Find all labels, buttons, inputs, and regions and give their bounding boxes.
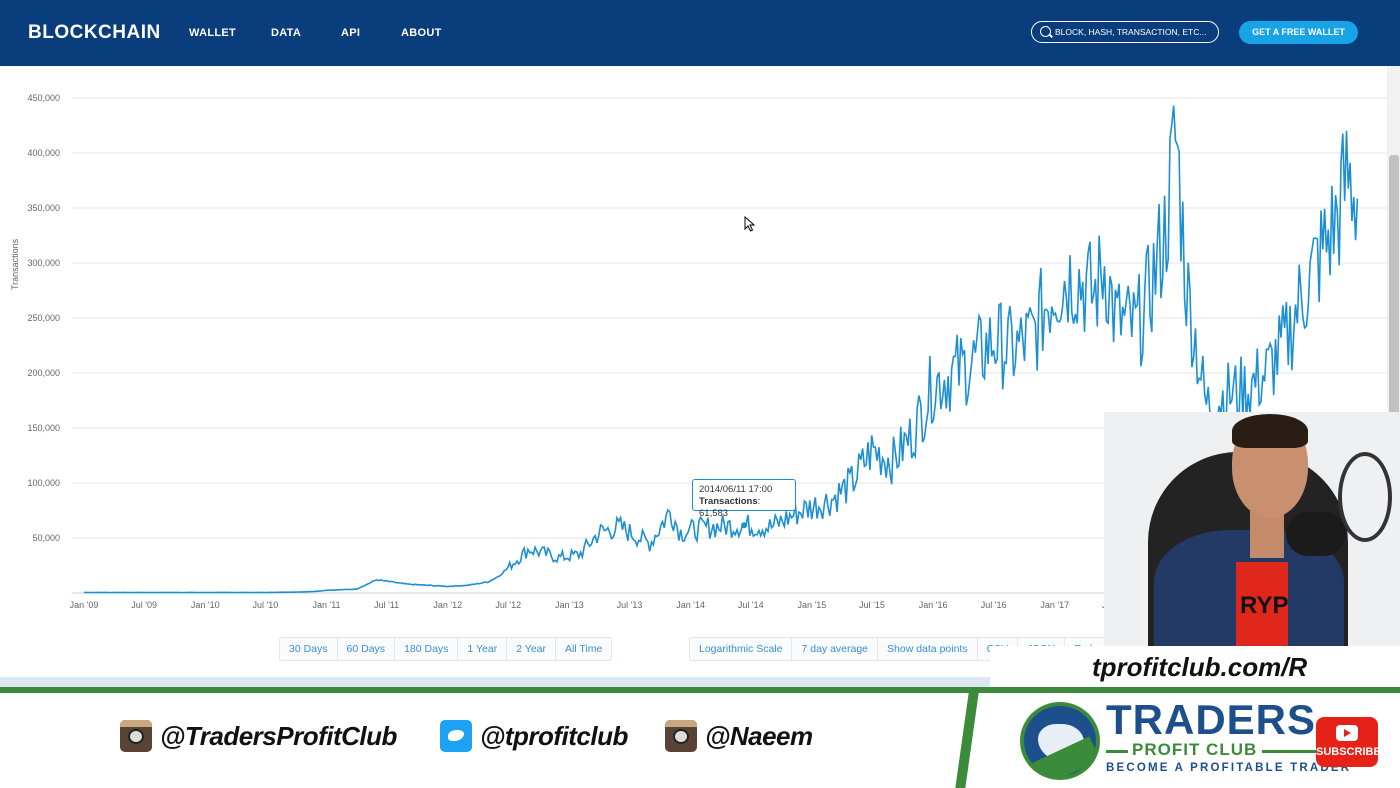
social-handle: @tprofitclub (480, 720, 628, 751)
tooltip-date: 2014/06/11 17:00 (699, 484, 773, 495)
instagram-icon (120, 720, 152, 752)
bull-emblem-icon (1020, 702, 1100, 780)
range-1-year-button[interactable]: 1 Year (458, 638, 508, 660)
range-all-time-button[interactable]: All Time (565, 643, 603, 655)
x-tick-label: Jul '14 (738, 600, 764, 610)
presenter-hair (1232, 414, 1308, 448)
x-tick-label: Jul '13 (617, 600, 643, 610)
nav-link-wallet[interactable]: WALLET (189, 27, 237, 39)
nav-link-data[interactable]: DATA (271, 27, 302, 39)
y-tick-label: 250,000 (27, 313, 60, 323)
webcam-overlay: RYP (1104, 412, 1400, 646)
tooltip-value: 61,583 (699, 508, 729, 519)
range-60-days-button[interactable]: 60 Days (338, 638, 396, 660)
x-tick-label: Jan '15 (798, 600, 827, 610)
logo-subtitle: PROFIT CLUB (1132, 740, 1258, 759)
tooltip-label: Transactions (699, 496, 758, 507)
x-tick-label: Jan '10 (191, 600, 220, 610)
youtube-play-icon (1336, 725, 1358, 741)
x-tick-label: Jul '11 (374, 600, 399, 610)
y-tick-label: 300,000 (27, 258, 60, 268)
mic-arm (1338, 452, 1392, 542)
overlay-url: tprofitclub.com/R (1092, 652, 1308, 682)
logo-rule-right (1262, 750, 1322, 753)
x-tick-label: Jan '16 (919, 600, 948, 610)
logo-title: TRADERS (1106, 696, 1317, 743)
social-instagram-naeem: @Naeem (665, 718, 813, 754)
top-navbar: BLOCKCHAIN WALLET DATA API ABOUT BLOCK, … (0, 0, 1400, 66)
y-axis-label: Transactions (10, 238, 20, 290)
x-tick-label: Jul '10 (253, 600, 279, 610)
logarithmic-scale-button[interactable]: Logarithmic Scale (690, 638, 793, 660)
y-axis-ticks: 50,000 100,000 150,000 200,000 250,000 300,00… (27, 93, 60, 543)
social-banner (0, 693, 1400, 788)
y-tick-label: 150,000 (27, 423, 60, 433)
subscribe-label: SUBSCRIBE (1316, 746, 1381, 758)
range-2-year-button[interactable]: 2 Year (507, 638, 557, 660)
brand-logo[interactable]: BLOCKCHAIN (28, 22, 161, 43)
scrollbar-thumb[interactable] (1389, 155, 1399, 655)
youtube-subscribe-badge: SUBSCRIBE (1316, 717, 1381, 767)
instagram-icon (665, 720, 697, 752)
social-handle: @Naeem (705, 720, 813, 751)
x-tick-label: Jan '17 (1040, 600, 1069, 610)
logo-tagline: BECOME A PROFITABLE TRADER (1106, 762, 1352, 774)
url-bar (990, 646, 1400, 687)
x-tick-label: Jul '15 (859, 600, 885, 610)
y-tick-label: 100,000 (27, 478, 60, 488)
microphone-icon (1286, 512, 1346, 556)
social-twitter: @tprofitclub (440, 718, 628, 754)
series-line (83, 105, 1359, 594)
social-handle: @TradersProfitClub (160, 720, 397, 751)
mouse-cursor-icon (744, 216, 756, 232)
get-free-wallet-button[interactable]: GET A FREE WALLET (1239, 21, 1358, 44)
banner-stripe-green (0, 687, 1400, 693)
search-icon (1040, 26, 1051, 37)
nav-link-about[interactable]: ABOUT (401, 27, 442, 39)
time-range-buttons: 30 Days 60 Days 180 Days 1 Year 2 Year A… (279, 637, 613, 661)
nav-link-api[interactable]: API (341, 27, 361, 39)
y-tick-label: 400,000 (27, 148, 60, 158)
chart-tooltip: 2014/06/11 17:00 Transactions: 61,583 (692, 479, 796, 519)
x-tick-label: Jan '11 (312, 600, 340, 610)
x-tick-label: Jan '09 (70, 600, 99, 610)
y-tick-label: 200,000 (27, 368, 60, 378)
x-tick-label: Jul '09 (131, 600, 157, 610)
y-tick-label: 50,000 (32, 533, 60, 543)
x-tick-label: Jul '16 (981, 600, 1007, 610)
show-data-points-button[interactable]: Show data points (878, 638, 978, 660)
logo-rule-left (1106, 750, 1128, 753)
search-input[interactable]: BLOCK, HASH, TRANSACTION, ETC... (1031, 21, 1219, 43)
banner-stripe-blue (0, 677, 990, 687)
shirt-print: RYP (1240, 592, 1289, 619)
x-tick-label: Jan '14 (676, 600, 705, 610)
search-placeholder: BLOCK, HASH, TRANSACTION, ETC... (1055, 27, 1207, 37)
x-tick-label: Jan '13 (555, 600, 584, 610)
presenter-shirt (1236, 562, 1288, 646)
y-tick-label: 450,000 (27, 93, 60, 103)
y-tick-label: 350,000 (27, 203, 60, 213)
x-axis-ticks: Jan '09 Jul '09 Jan '10 Jul '10 Jan '11 Jul '… (70, 600, 1128, 610)
range-30-days-button[interactable]: 30 Days (280, 638, 338, 660)
twitter-icon (440, 720, 472, 752)
range-180-days-button[interactable]: 180 Days (395, 638, 459, 660)
seven-day-average-button[interactable]: 7 day average (792, 638, 879, 660)
hover-point (741, 522, 748, 529)
x-tick-label: Jan '12 (433, 600, 462, 610)
x-tick-label: Jul '12 (495, 600, 521, 610)
transactions-chart: 50,000 100,000 150,000 200,000 250,000 300,00… (27, 93, 1387, 610)
social-instagram-traders: @TradersProfitClub (120, 718, 397, 754)
